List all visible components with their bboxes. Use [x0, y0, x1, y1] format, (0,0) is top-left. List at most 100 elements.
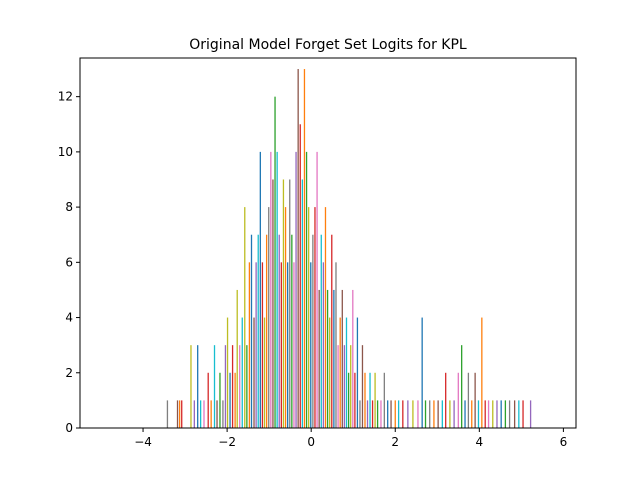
histogram-bar — [449, 400, 451, 428]
histogram-bar — [166, 400, 169, 428]
histogram-bar — [331, 234, 333, 428]
y-tick-label: 2 — [65, 366, 73, 380]
histogram-bar — [376, 400, 379, 428]
histogram-bar — [354, 372, 356, 428]
histogram-bar — [445, 372, 447, 428]
x-tick-label: 0 — [307, 435, 315, 449]
histogram-bar — [397, 400, 400, 428]
histogram-bar — [224, 345, 227, 428]
histogram-bar — [248, 262, 251, 428]
histogram-bar — [366, 400, 369, 428]
histogram-bar — [352, 289, 354, 428]
histogram-bar — [347, 372, 350, 428]
histogram-bar — [216, 400, 218, 428]
histogram-bar — [308, 207, 310, 428]
histogram-bar — [337, 345, 339, 428]
histogram-bar — [226, 317, 229, 428]
histogram-bar — [310, 262, 312, 428]
histogram-bar — [508, 400, 511, 428]
y-tick-label: 8 — [65, 200, 73, 214]
histogram-bar — [257, 234, 259, 428]
histogram-bar — [429, 400, 431, 428]
histogram-bar — [268, 207, 270, 428]
histogram-bar — [250, 234, 253, 428]
x-tick-label: 2 — [391, 435, 399, 449]
y-tick-label: 10 — [58, 145, 73, 159]
histogram-bar — [305, 151, 308, 428]
histogram-bar — [441, 400, 443, 428]
histogram-bar — [500, 400, 502, 428]
histogram-bar — [316, 151, 318, 428]
histogram-bar — [236, 289, 238, 428]
histogram-bar — [374, 372, 376, 428]
histogram-bar — [326, 289, 329, 428]
histogram-bar — [239, 345, 241, 428]
histogram-bar — [312, 234, 314, 428]
histogram-bar — [293, 262, 295, 428]
histogram-bar — [504, 400, 507, 428]
histogram-bar — [295, 151, 297, 428]
histogram-bar — [278, 234, 280, 428]
histogram-bar — [335, 262, 337, 428]
histogram-bar — [518, 400, 520, 428]
histogram-bar — [222, 400, 224, 428]
histogram-bar — [394, 400, 396, 428]
histogram-bar — [424, 400, 427, 428]
histogram-bar — [322, 262, 325, 428]
histogram-bar — [253, 317, 255, 428]
bars-group — [166, 69, 532, 429]
histogram-bar — [402, 400, 404, 428]
plot-frame — [79, 57, 577, 429]
histogram-bar — [341, 289, 343, 428]
histogram-bar — [371, 400, 374, 428]
histogram-bar — [343, 345, 346, 428]
histogram-bar — [280, 262, 282, 428]
histogram-bar — [207, 372, 209, 428]
histogram-bar — [270, 151, 272, 428]
histogram-bar — [213, 345, 216, 428]
histogram-bar — [255, 262, 257, 428]
histogram-bar — [261, 262, 264, 428]
histogram-bar — [318, 289, 320, 428]
histogram-bar — [412, 400, 414, 428]
histogram-bar — [477, 400, 480, 428]
histogram-bar — [263, 317, 266, 428]
histogram-bar — [474, 372, 476, 428]
histogram-bar — [461, 345, 463, 428]
histogram-bar — [364, 372, 366, 428]
histogram-bar — [484, 400, 486, 428]
histogram-bar — [380, 400, 382, 428]
histogram-bar — [244, 207, 246, 428]
histogram-bar — [287, 262, 289, 428]
x-tick-label: −4 — [134, 435, 152, 449]
histogram-bar — [457, 372, 459, 428]
histogram-bar — [529, 400, 532, 428]
histogram-bar — [487, 400, 490, 428]
histogram-bar — [231, 345, 234, 428]
x-tick-label: 6 — [560, 435, 568, 449]
histogram-bar — [210, 400, 212, 428]
histogram-bar — [356, 317, 359, 428]
histogram-bar — [464, 400, 466, 428]
y-tick-label: 4 — [65, 311, 73, 325]
histogram-bar — [453, 400, 455, 428]
histogram-bar — [193, 400, 195, 428]
histogram-bar — [274, 96, 276, 428]
histogram-bar — [303, 69, 306, 428]
histogram-bar — [301, 179, 304, 428]
histogram-bar — [297, 69, 299, 428]
histogram-bar — [178, 400, 181, 428]
histogram-bar — [387, 400, 389, 428]
histogram-bar — [320, 234, 322, 428]
histogram-bar — [437, 400, 439, 428]
histogram-bar — [197, 345, 199, 428]
y-tick-label: 6 — [65, 255, 73, 269]
histogram-bar — [350, 345, 352, 428]
histogram-bar — [369, 372, 371, 428]
histogram-bar — [234, 372, 236, 428]
histogram-bar — [282, 179, 285, 428]
histogram-bar — [359, 400, 361, 428]
histogram-bar — [407, 400, 409, 428]
x-axis: −4 −2 0 2 4 6 — [134, 428, 567, 449]
